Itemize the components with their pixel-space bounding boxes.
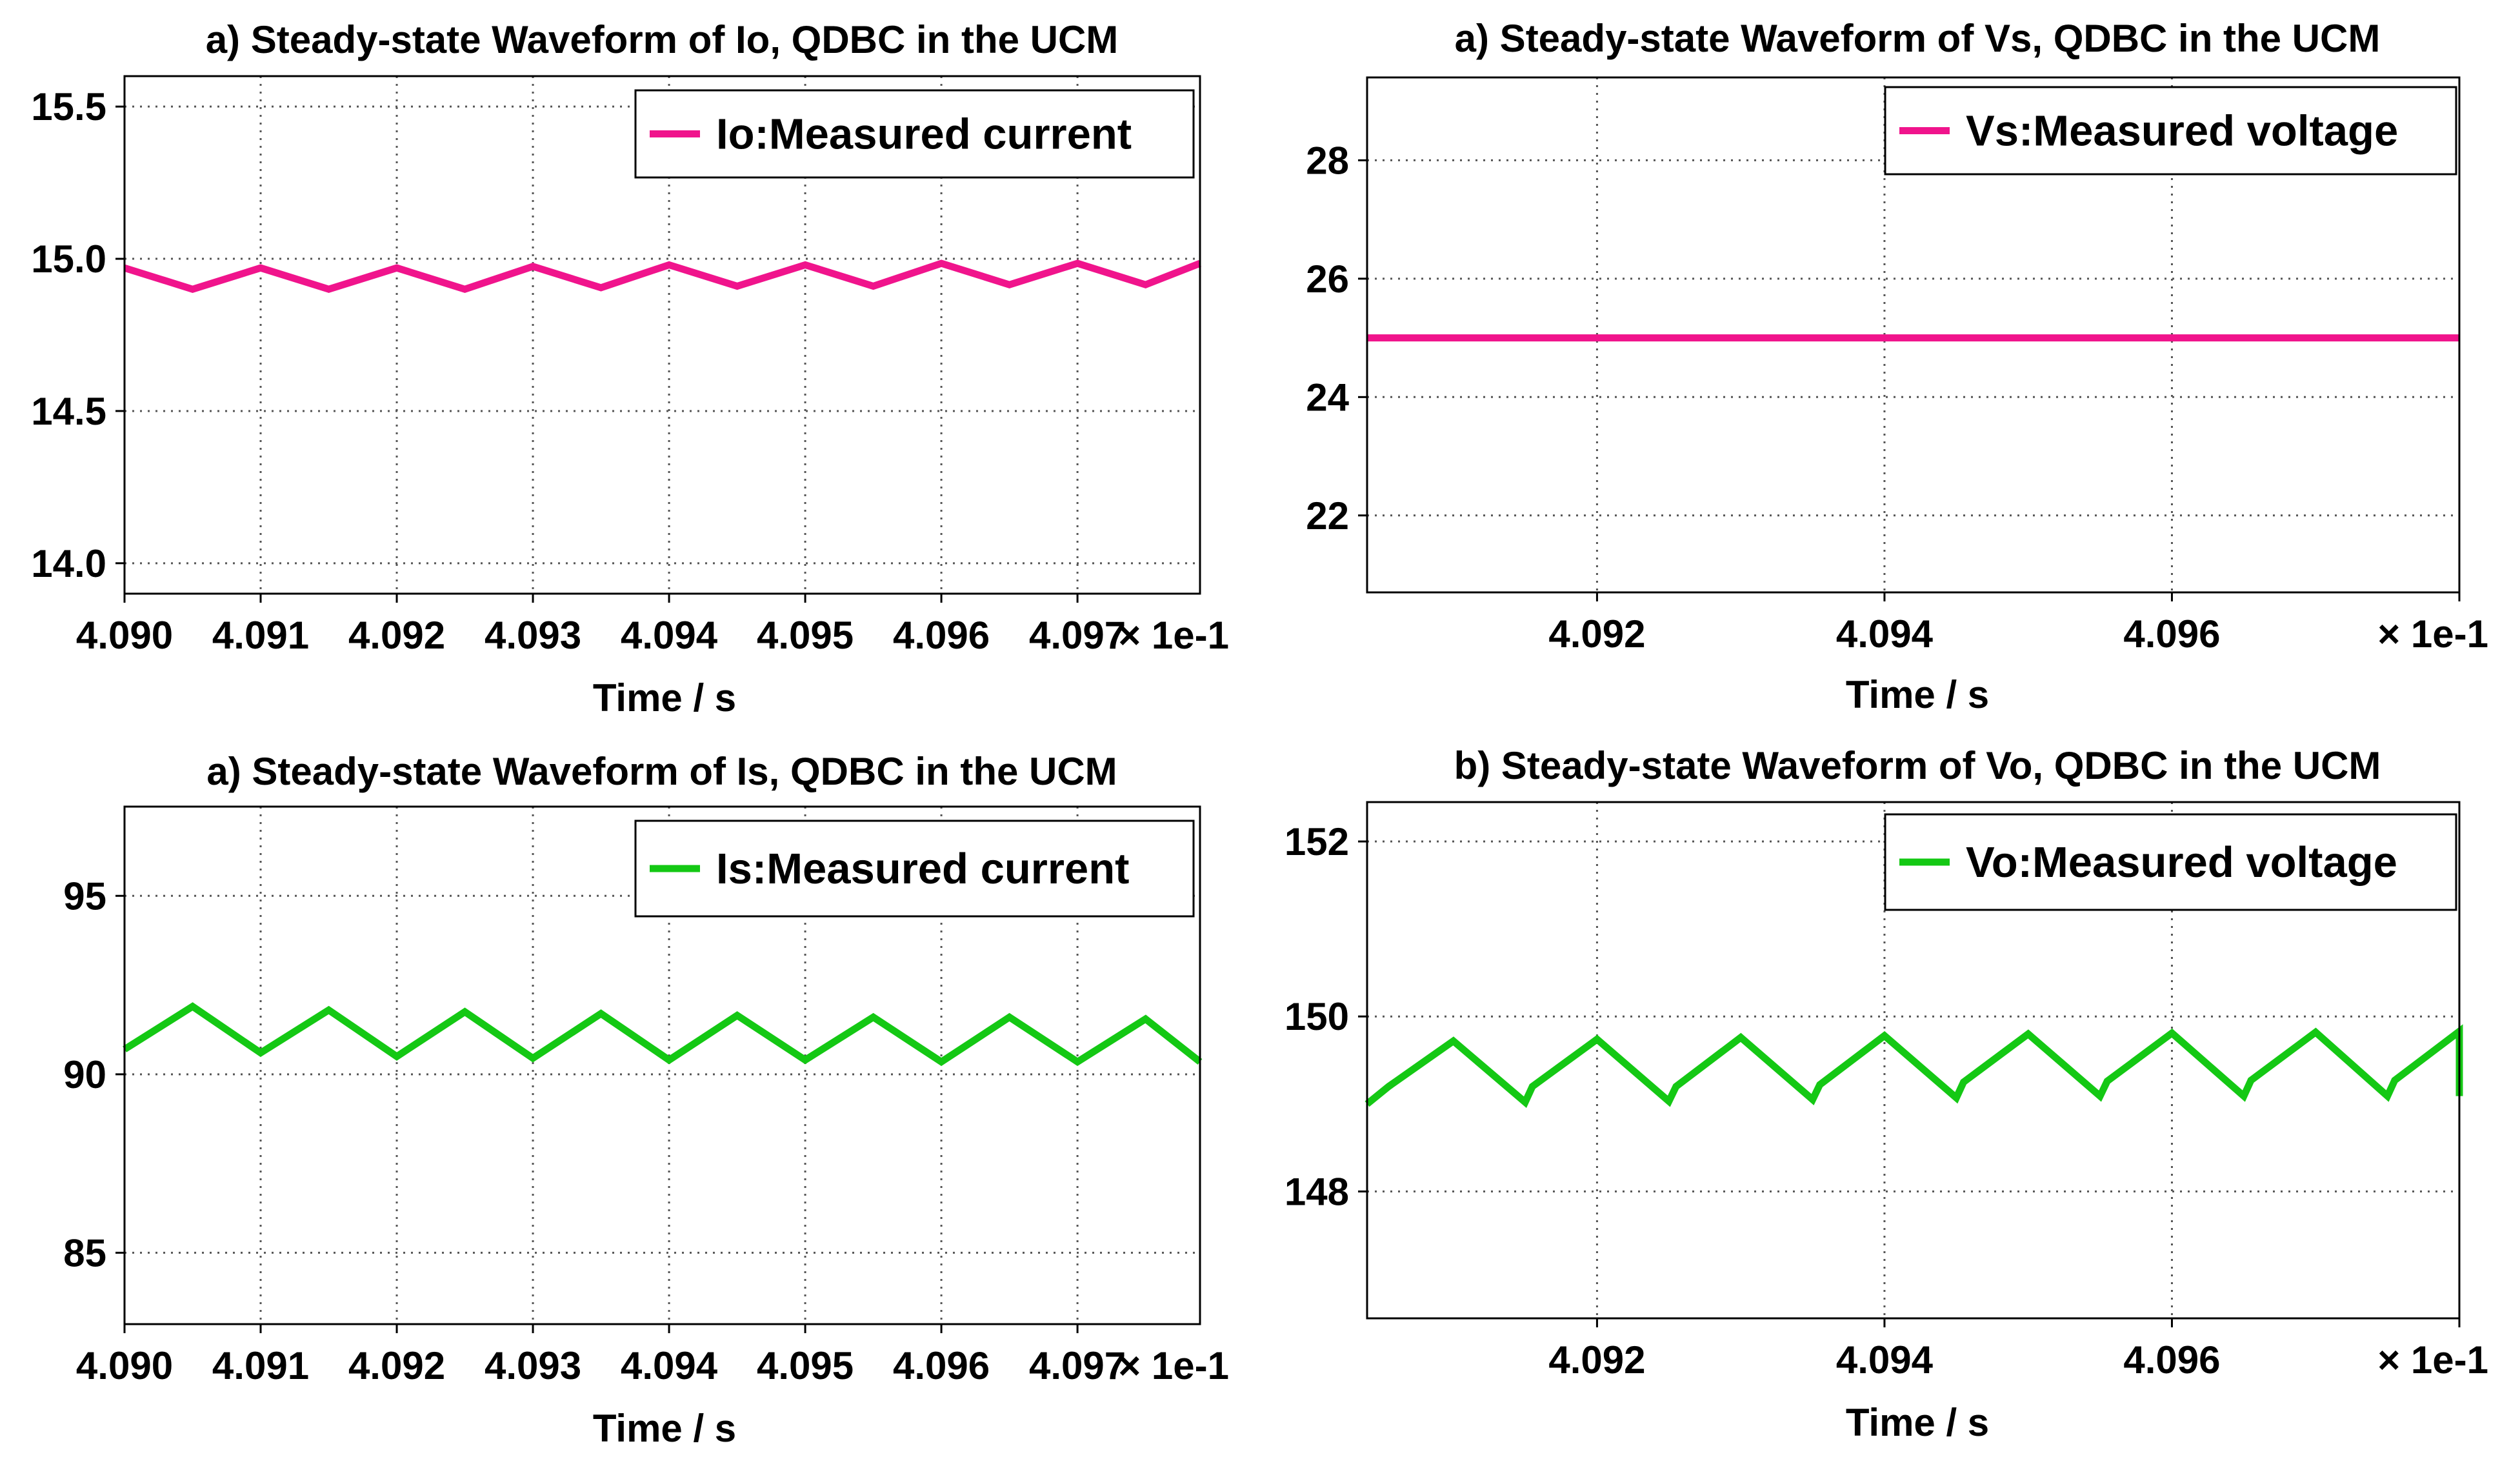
chart-title: b) Steady-state Waveform of Vo, QDBC in … bbox=[1454, 744, 2381, 787]
x-tick-label: 4.093 bbox=[485, 1344, 581, 1387]
legend-box bbox=[634, 89, 1195, 179]
y-tick-label: 22 bbox=[1306, 494, 1349, 538]
legend-label: Io:Measured current bbox=[716, 110, 1132, 159]
chart-title: a) Steady-state Waveform of Is, QDBC in … bbox=[206, 750, 1117, 793]
y-tick-label: 26 bbox=[1306, 257, 1349, 301]
x-tick-label: 4.091 bbox=[212, 614, 309, 657]
x-multiplier-label: × 1e-1 bbox=[2377, 1338, 2488, 1382]
y-tick-label: 95 bbox=[63, 874, 106, 918]
x-tick-label: 4.096 bbox=[2123, 1338, 2220, 1382]
chart-panel-1: a) Steady-state Waveform of Io, QDBC in … bbox=[31, 18, 1229, 719]
legend-box bbox=[634, 820, 1195, 918]
x-tick-label: 4.094 bbox=[621, 614, 718, 657]
chart-title: a) Steady-state Waveform of Io, QDBC in … bbox=[206, 18, 1119, 61]
legend: Vo:Measured voltage bbox=[1884, 813, 2457, 911]
plot-frame bbox=[123, 805, 1201, 1325]
x-tick-label: 4.094 bbox=[621, 1344, 718, 1387]
y-tick-label: 15.0 bbox=[31, 237, 106, 281]
x-axis-label: Time / s bbox=[1846, 673, 1989, 716]
y-tick-label: 148 bbox=[1285, 1170, 1349, 1213]
legend-box bbox=[1884, 86, 2457, 176]
y-tick-label: 85 bbox=[63, 1231, 106, 1274]
x-axis-label: Time / s bbox=[593, 1407, 736, 1450]
y-tick-label: 152 bbox=[1285, 820, 1349, 863]
y-tick-label: 15.5 bbox=[31, 85, 106, 128]
plot-frame bbox=[123, 75, 1201, 595]
y-tick-label: 24 bbox=[1306, 376, 1349, 419]
x-axis-label: Time / s bbox=[1846, 1401, 1989, 1444]
legend-label: Vs:Measured voltage bbox=[1966, 107, 2398, 156]
x-multiplier-label: × 1e-1 bbox=[2377, 612, 2488, 656]
x-tick-label: 4.095 bbox=[757, 1344, 854, 1387]
y-tick-label: 14.5 bbox=[31, 390, 106, 433]
legend-label: Vo:Measured voltage bbox=[1966, 838, 2397, 887]
x-multiplier-label: × 1e-1 bbox=[1118, 1344, 1229, 1387]
legend: Vs:Measured voltage bbox=[1884, 86, 2457, 176]
x-tick-label: 4.096 bbox=[893, 1344, 990, 1387]
legend: Io:Measured current bbox=[634, 89, 1195, 179]
x-tick-label: 4.090 bbox=[76, 614, 173, 657]
x-multiplier-label: × 1e-1 bbox=[1118, 614, 1229, 657]
x-tick-label: 4.092 bbox=[348, 614, 445, 657]
x-tick-label: 4.095 bbox=[757, 614, 854, 657]
y-tick-label: 28 bbox=[1306, 139, 1349, 182]
x-tick-label: 4.092 bbox=[1548, 1338, 1645, 1382]
y-tick-label: 14.0 bbox=[31, 542, 106, 585]
chart-panel-2: a) Steady-state Waveform of Vs, QDBC in … bbox=[1306, 17, 2488, 716]
chart-panel-4: b) Steady-state Waveform of Vo, QDBC in … bbox=[1285, 744, 2488, 1444]
x-tick-label: 4.092 bbox=[1548, 612, 1645, 656]
series-line-1 bbox=[1365, 1024, 2463, 1109]
x-tick-label: 4.097 bbox=[1029, 614, 1126, 657]
x-tick-label: 4.093 bbox=[485, 614, 581, 657]
x-tick-label: 4.090 bbox=[76, 1344, 173, 1387]
x-tick-label: 4.096 bbox=[893, 614, 990, 657]
x-tick-label: 4.096 bbox=[2123, 612, 2220, 656]
x-tick-label: 4.091 bbox=[212, 1344, 309, 1387]
chart-panel-3: a) Steady-state Waveform of Is, QDBC in … bbox=[63, 750, 1229, 1450]
x-tick-label: 4.094 bbox=[1836, 1338, 1934, 1382]
legend: Is:Measured current bbox=[634, 820, 1195, 918]
chart-title: a) Steady-state Waveform of Vs, QDBC in … bbox=[1455, 17, 2381, 60]
legend-label: Is:Measured current bbox=[716, 845, 1129, 893]
x-tick-label: 4.094 bbox=[1836, 612, 1934, 656]
series-line-1 bbox=[123, 1002, 1203, 1067]
x-tick-label: 4.097 bbox=[1029, 1344, 1126, 1387]
y-tick-label: 150 bbox=[1285, 995, 1349, 1038]
x-axis-label: Time / s bbox=[593, 676, 736, 719]
legend-box bbox=[1884, 813, 2457, 911]
y-tick-label: 90 bbox=[63, 1053, 106, 1096]
plot-frame bbox=[1366, 76, 2461, 594]
x-tick-label: 4.092 bbox=[348, 1344, 445, 1387]
series-line-1 bbox=[123, 259, 1202, 293]
plot-frame bbox=[1366, 801, 2461, 1320]
